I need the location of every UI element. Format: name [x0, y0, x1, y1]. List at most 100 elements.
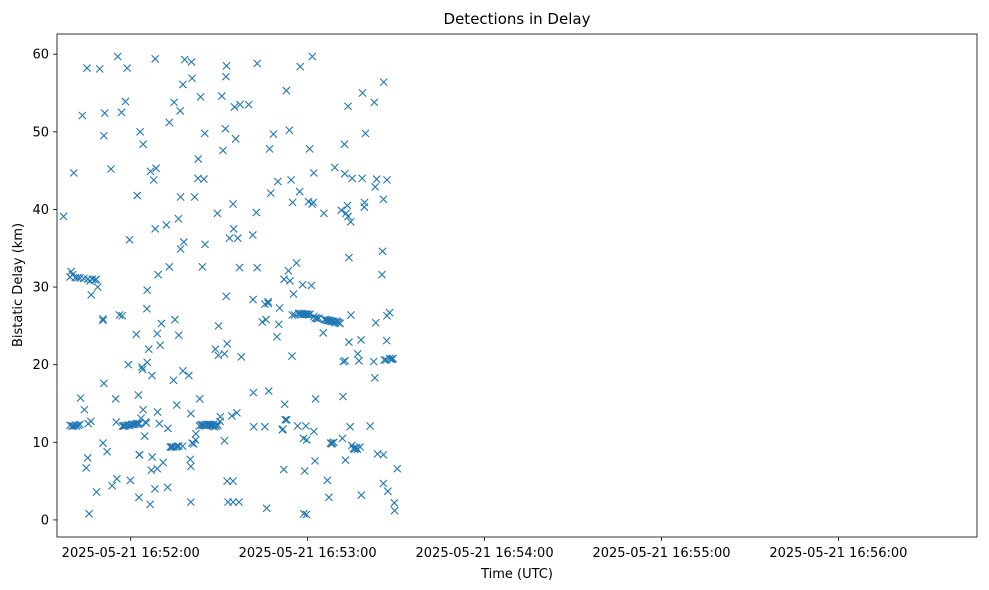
data-point — [302, 510, 311, 519]
data-point — [264, 387, 273, 396]
data-point — [357, 335, 366, 344]
data-point — [148, 453, 157, 462]
data-point — [132, 330, 141, 339]
data-point — [369, 357, 378, 366]
data-point — [262, 315, 271, 324]
data-point — [377, 270, 386, 279]
plot-frame — [56, 33, 978, 538]
data-point — [166, 442, 175, 451]
data-point — [59, 212, 68, 221]
data-point — [176, 193, 185, 201]
y-tick-label: 30 — [32, 281, 49, 296]
data-point — [170, 98, 179, 107]
data-point — [133, 191, 142, 200]
data-point — [339, 357, 348, 366]
data-point — [200, 129, 209, 138]
data-point — [302, 435, 311, 444]
x-tick-label: 2025-05-21 16:52:00 — [62, 546, 200, 561]
data-point — [151, 224, 160, 233]
data-point — [330, 163, 339, 172]
data-point — [372, 175, 381, 184]
data-point — [260, 422, 269, 431]
data-point — [360, 198, 369, 207]
data-point — [319, 328, 328, 337]
data-point — [165, 118, 174, 127]
data-point — [196, 92, 205, 101]
data-point — [150, 484, 159, 493]
data-point — [169, 376, 178, 385]
x-tick-label: 2025-05-21 16:54:00 — [416, 546, 554, 561]
data-point — [293, 422, 302, 430]
data-point — [186, 455, 195, 464]
data-point — [74, 421, 83, 430]
data-point — [186, 409, 195, 418]
data-point — [146, 500, 155, 509]
data-point — [125, 235, 134, 244]
data-point — [225, 234, 234, 243]
data-point — [222, 61, 231, 70]
y-tick-label: 40 — [32, 203, 49, 218]
data-point — [153, 464, 162, 473]
data-point — [280, 275, 289, 284]
data-point — [174, 214, 183, 223]
data-point — [340, 169, 349, 178]
y-tick-label: 50 — [32, 125, 49, 140]
data-point — [264, 297, 273, 306]
data-point — [353, 349, 362, 358]
data-point — [346, 422, 355, 431]
data-point — [358, 89, 367, 97]
data-point — [92, 487, 101, 496]
data-point — [154, 270, 163, 279]
data-point — [76, 394, 85, 403]
data-point — [311, 394, 320, 403]
data-point — [153, 408, 162, 417]
data-point — [229, 498, 238, 507]
data-point — [117, 108, 126, 117]
data-point — [156, 341, 165, 350]
data-point — [213, 209, 222, 218]
data-point — [370, 98, 379, 107]
data-point — [393, 464, 402, 473]
data-point — [265, 144, 274, 153]
data-point — [187, 57, 196, 66]
data-point — [236, 100, 245, 109]
data-point — [309, 168, 318, 177]
data-point — [179, 238, 188, 247]
data-point — [195, 394, 204, 403]
data-point — [370, 373, 379, 382]
data-point — [274, 320, 283, 329]
data-point — [163, 483, 172, 492]
data-point — [354, 356, 363, 365]
data-point — [249, 388, 258, 397]
data-point — [216, 412, 225, 421]
data-point — [143, 358, 152, 367]
data-point — [214, 351, 223, 360]
data-point — [337, 206, 346, 215]
data-point — [229, 477, 238, 486]
data-point — [190, 193, 199, 201]
data-point — [99, 131, 108, 140]
data-point — [306, 310, 314, 319]
data-point — [86, 417, 95, 426]
data-point — [147, 371, 156, 380]
data-point — [282, 86, 291, 95]
data-point — [258, 317, 267, 326]
data-point — [149, 175, 158, 184]
data-point — [292, 259, 301, 267]
data-point — [212, 422, 221, 430]
data-point — [69, 168, 78, 177]
data-point — [82, 463, 91, 472]
data-point — [298, 280, 307, 289]
data-point — [346, 311, 355, 319]
data-point — [124, 360, 133, 369]
data-point — [221, 72, 230, 81]
data-point — [341, 456, 350, 465]
data-point — [87, 290, 96, 299]
data-point — [172, 401, 181, 410]
data-point — [93, 283, 102, 292]
data-point — [235, 263, 244, 272]
x-axis-label: Time (UTC) — [480, 567, 553, 582]
data-point — [336, 319, 345, 328]
data-point — [287, 175, 296, 184]
data-point — [143, 286, 152, 295]
